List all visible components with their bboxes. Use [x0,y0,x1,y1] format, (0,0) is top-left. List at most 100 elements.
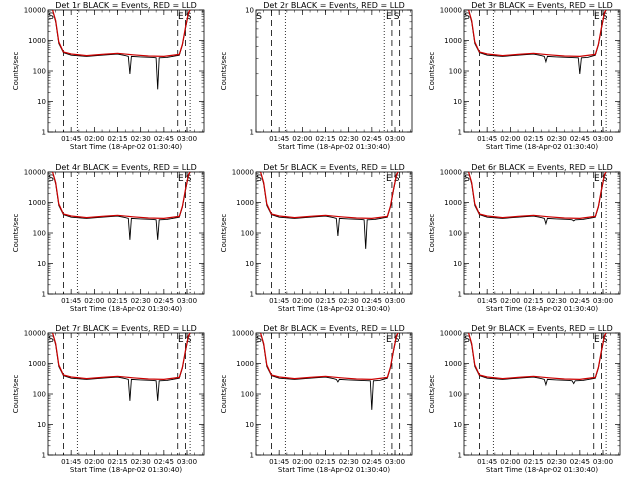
plot-frame [463,9,621,133]
lld-rate-line [468,333,607,381]
x-tick-label: 01:45 [61,297,81,305]
y-tick-label: 10 [453,260,462,268]
y-tick-label: 10000 [232,330,254,338]
x-tick-label: 03:00 [177,135,197,143]
y-tick-label: 100 [33,391,46,399]
x-tick-label: 03:00 [177,458,197,466]
x-tick-label: 02:45 [154,135,174,143]
y-tick-label: 1000 [444,360,462,368]
marker-label: S [602,335,608,345]
series-group [468,172,607,226]
x-tick-label: 02:15 [107,297,127,305]
y-tick-label: 10 [37,421,46,429]
y-axis-label: Counts/sec [220,52,228,91]
x-tick-label: 02:45 [154,458,174,466]
y-axis-label: Counts/sec [428,52,436,91]
marker-label: S [256,335,262,345]
y-axis-label: Counts/sec [220,375,228,414]
x-tick-label: 02:30 [131,458,151,466]
marker-label: E [386,174,392,184]
x-tick-label: 02:00 [84,297,104,305]
x-tick-label: 02:15 [523,297,543,305]
y-tick-label: 10000 [24,169,46,177]
y-tick-label: 1000 [28,37,46,45]
marker-label: S [186,174,192,184]
chart-panel-4: Det 4r BLACK = Events, RED = LLD 1 10 100 10… [12,163,205,313]
y-axis-label: Counts/sec [12,375,20,414]
marker-label: E [178,174,184,184]
x-tick-label: 01:45 [269,458,289,466]
x-tick-label: 01:45 [477,135,497,143]
x-axis-label: Start Time (18-Apr-02 01:30:40) [278,305,390,313]
events-rate-line [52,333,191,401]
y-tick-label: 10 [453,98,462,106]
y-tick-label: 10 [245,260,254,268]
y-tick-label: 1 [250,452,254,460]
x-tick-label: 02:00 [292,458,312,466]
x-tick-label: 02:30 [547,297,567,305]
y-tick-label: 100 [241,391,254,399]
x-tick-label: 02:00 [500,297,520,305]
x-tick-label: 02:30 [339,297,359,305]
plot-frame [255,9,413,133]
marker-label: E [178,335,184,345]
chart-panel-5: Det 5r BLACK = Events, RED = LLD 1 10 100 10… [220,163,413,313]
y-tick-label: 10 [245,7,254,15]
x-tick-label: 02:00 [84,135,104,143]
series-group [52,333,191,401]
series-group [468,10,607,75]
y-tick-label: 100 [449,68,462,76]
chart-title: Det 7r BLACK = Events, RED = LLD [55,324,197,333]
plot-frame [463,332,621,456]
x-axis-label: Start Time (18-Apr-02 01:30:40) [278,143,390,151]
y-tick-label: 10 [37,98,46,106]
x-tick-label: 02:45 [570,458,590,466]
x-tick-label: 02:30 [547,135,567,143]
y-tick-label: 10000 [232,169,254,177]
y-tick-label: 1 [458,452,462,460]
x-tick-label: 02:30 [339,135,359,143]
marker-label: S [602,12,608,22]
lld-rate-line [52,333,191,381]
x-axis-label: Start Time (18-Apr-02 01:30:40) [486,143,598,151]
chart-title: Det 4r BLACK = Events, RED = LLD [55,163,197,172]
x-tick-label: 03:00 [385,458,405,466]
x-tick-label: 02:45 [570,297,590,305]
plot-frame [255,171,413,295]
y-tick-label: 10000 [24,330,46,338]
x-axis-label: Start Time (18-Apr-02 01:30:40) [70,143,182,151]
y-tick-label: 100 [33,68,46,76]
plot-frame [47,332,205,456]
marker-label: S [394,12,400,22]
x-tick-label: 02:15 [523,458,543,466]
x-axis-label: Start Time (18-Apr-02 01:30:40) [486,305,598,313]
y-tick-label: 10000 [440,169,462,177]
x-axis-label: Start Time (18-Apr-02 01:30:40) [486,466,598,474]
marker-label: E [594,174,600,184]
x-axis-label: Start Time (18-Apr-02 01:30:40) [278,466,390,474]
x-tick-label: 01:45 [61,135,81,143]
marker-label: E [594,12,600,22]
plot-frame [255,332,413,456]
x-tick-label: 02:30 [547,458,567,466]
x-tick-label: 02:45 [154,297,174,305]
events-rate-line [52,10,191,90]
y-axis-label: Counts/sec [428,375,436,414]
series-group [260,172,399,249]
y-axis-label: Counts/sec [12,52,20,91]
chart-panel-3: Det 3r BLACK = Events, RED = LLD 1 10 100 10… [428,1,621,151]
x-tick-label: 02:15 [107,458,127,466]
x-tick-label: 02:15 [107,135,127,143]
marker-label: S [256,174,262,184]
y-tick-label: 1 [458,291,462,299]
marker-label: S [464,174,470,184]
chart-panel-6: Det 6r BLACK = Events, RED = LLD 1 10 100 10… [428,163,621,313]
y-tick-label: 1 [42,291,46,299]
x-tick-label: 02:00 [292,297,312,305]
y-tick-label: 100 [33,230,46,238]
x-tick-label: 03:00 [593,297,613,305]
x-tick-label: 03:00 [177,297,197,305]
lld-rate-line [260,172,399,220]
lld-rate-line [468,10,607,58]
